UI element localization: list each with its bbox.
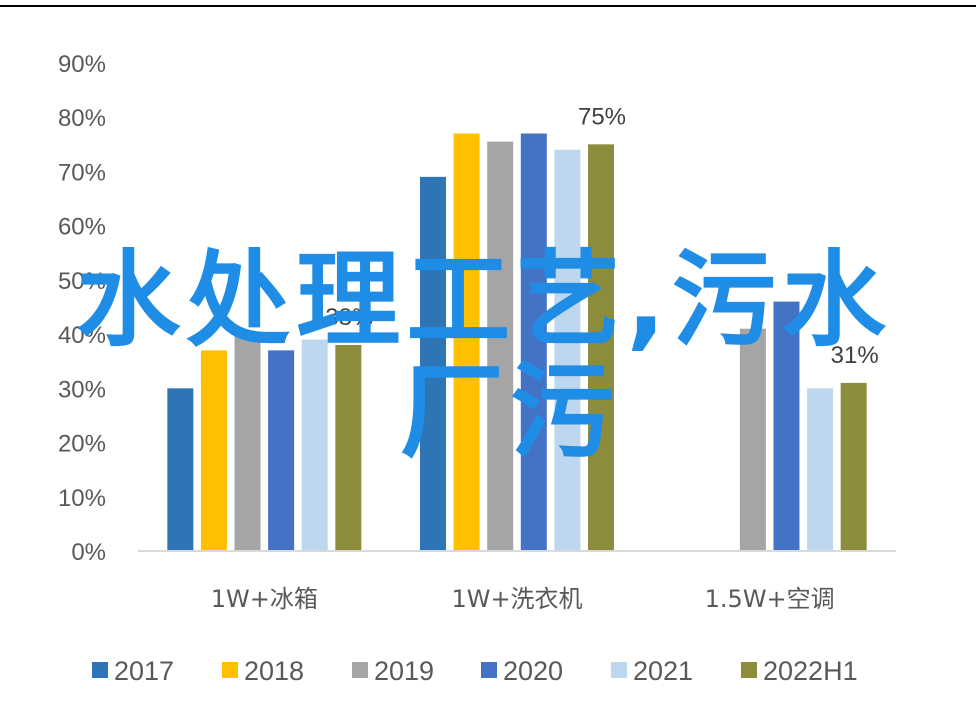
data-label: 75% (578, 103, 626, 130)
bar-2021-2 (807, 388, 834, 551)
y-tick-label: 90% (58, 51, 106, 78)
y-tick-label: 10% (58, 485, 106, 512)
bar-2021-1 (554, 149, 581, 551)
legend-label-2018: 2018 (244, 656, 304, 686)
bar-2018-1 (453, 133, 480, 551)
bar-2017-0 (167, 388, 194, 551)
bar-2022H1-0 (335, 344, 362, 551)
y-tick-label: 0% (71, 539, 106, 566)
legend-label-2021: 2021 (633, 656, 693, 686)
bar-2018-0 (200, 350, 227, 551)
y-tick-label: 30% (58, 376, 106, 403)
bar-2020-2 (773, 301, 800, 551)
bar-2020-0 (268, 350, 295, 551)
bar-2019-0 (234, 334, 261, 551)
y-tick-label: 70% (58, 159, 106, 186)
legend-label-2022H1: 2022H1 (763, 656, 858, 686)
y-tick-label: 50% (58, 268, 106, 295)
bars-group (167, 133, 867, 552)
bar-2019-1 (487, 141, 514, 551)
y-tick-label: 40% (58, 322, 106, 349)
y-tick-label: 80% (58, 105, 106, 132)
data-labels: 38% 75% 31% (325, 103, 878, 369)
legend-swatch-2020 (481, 662, 497, 678)
bar-2017-1 (420, 176, 446, 551)
bar-2022H1-1 (588, 144, 614, 552)
category-label: 1W+冰箱 (211, 585, 318, 613)
bar-2019-2 (739, 328, 766, 551)
legend-label-2019: 2019 (374, 656, 434, 686)
bar-2021-0 (301, 339, 328, 551)
y-tick-label: 60% (58, 214, 106, 241)
legend-label-2020: 2020 (503, 656, 563, 686)
legend: 2017 2018 2019 2020 2021 2022H1 (92, 656, 858, 686)
data-label: 31% (831, 342, 879, 369)
legend-label-2017: 2017 (114, 656, 174, 686)
y-tick-label: 20% (58, 431, 106, 458)
y-axis-ticks: 0% 10% 20% 30% 40% 50% 60% 70% 80% 90% (58, 51, 106, 566)
legend-swatch-2018 (222, 662, 238, 678)
legend-swatch-2022H1 (741, 662, 757, 678)
category-label: 1.5W+空调 (705, 585, 835, 613)
legend-swatch-2017 (92, 662, 108, 678)
bar-2022H1-2 (840, 382, 867, 551)
legend-swatch-2021 (611, 662, 627, 678)
data-label: 38% (325, 304, 373, 331)
legend-swatch-2019 (352, 662, 368, 678)
category-label: 1W+洗衣机 (451, 585, 582, 613)
category-labels: 1W+冰箱 1W+洗衣机 1.5W+空调 (211, 585, 835, 613)
bar-2020-1 (520, 133, 547, 551)
